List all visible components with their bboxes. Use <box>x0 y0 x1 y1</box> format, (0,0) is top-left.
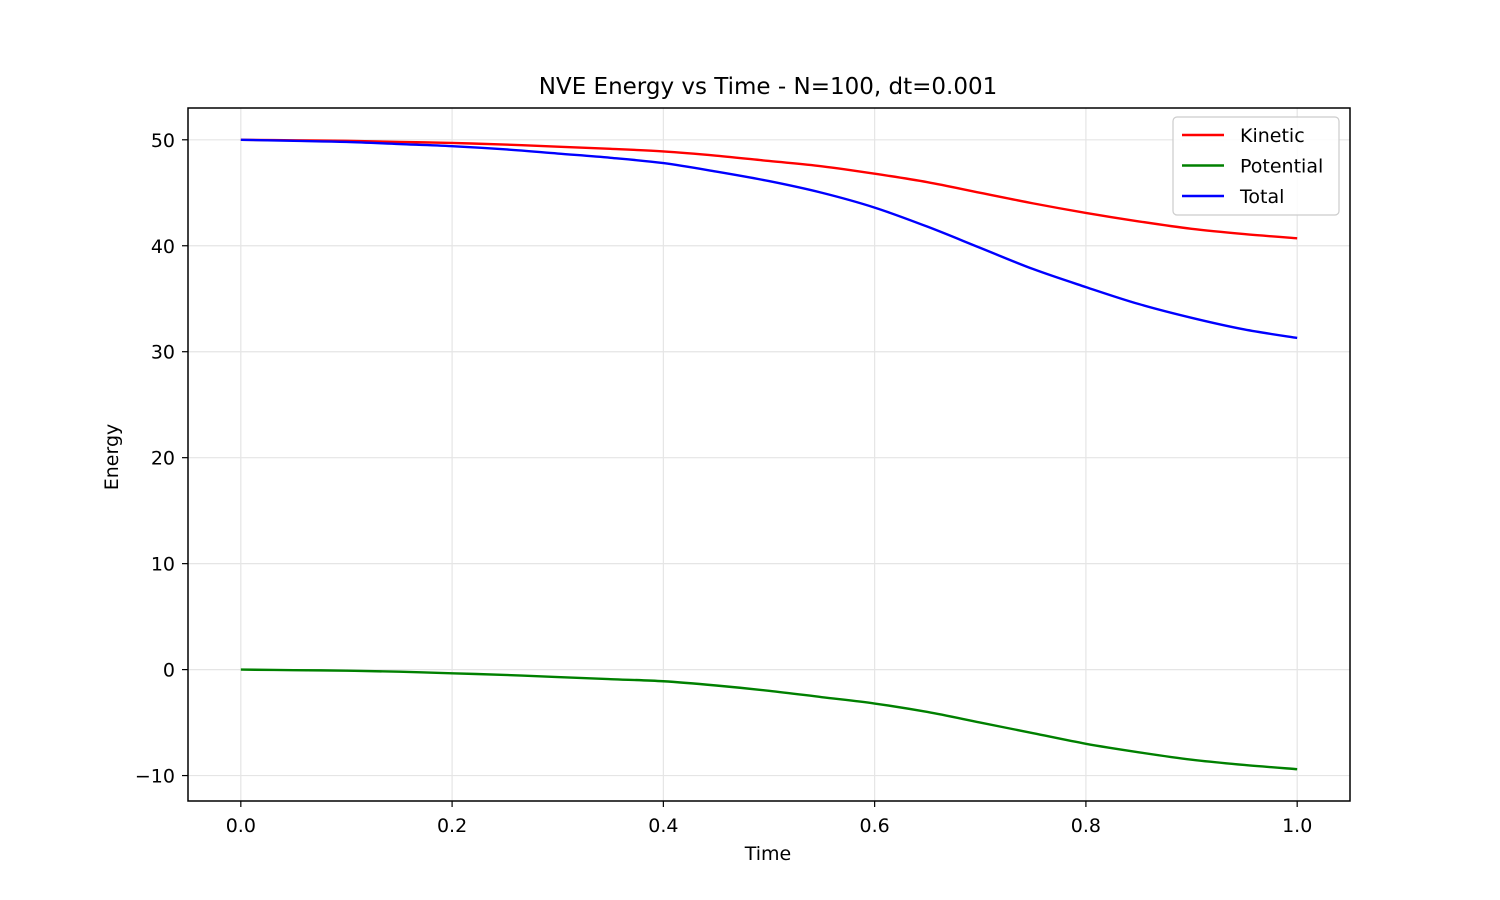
series-line-kinetic <box>240 138 1298 240</box>
y-tick-label: 10 <box>151 554 175 576</box>
y-tick-label: −10 <box>135 766 175 788</box>
y-tick-label: 40 <box>151 236 175 258</box>
chart-title: NVE Energy vs Time - N=100, dt=0.001 <box>539 74 997 100</box>
x-tick-label: 0.0 <box>226 815 256 837</box>
y-tick-label: 50 <box>151 130 175 152</box>
y-tick-label: 0 <box>163 660 175 682</box>
y-axis-ticks: −10 0 10 20 30 40 50 <box>135 130 188 788</box>
series-line-potential <box>240 668 1298 771</box>
y-tick-label: 20 <box>151 448 175 470</box>
legend-label-total: Total <box>1239 186 1284 208</box>
x-tick-label: 0.4 <box>648 815 678 837</box>
x-axis-title: Time <box>744 843 792 865</box>
series-line-total <box>240 138 1298 340</box>
x-tick-label: 0.2 <box>437 815 467 837</box>
legend: Kinetic Potential Total <box>1172 116 1340 216</box>
x-tick-label: 0.8 <box>1071 815 1101 837</box>
grid <box>188 108 1350 801</box>
y-axis-title: Energy <box>101 424 123 491</box>
series-lines <box>240 138 1298 771</box>
x-axis-ticks: 0.0 0.2 0.4 0.6 0.8 1.0 <box>226 801 1312 837</box>
legend-label-kinetic: Kinetic <box>1240 125 1305 147</box>
x-tick-label: 0.6 <box>860 815 890 837</box>
plot-frame <box>187 107 1351 802</box>
legend-label-potential: Potential <box>1240 156 1323 178</box>
x-tick-label: 1.0 <box>1282 815 1312 837</box>
legend-box <box>1172 116 1340 216</box>
y-tick-label: 30 <box>151 342 175 364</box>
